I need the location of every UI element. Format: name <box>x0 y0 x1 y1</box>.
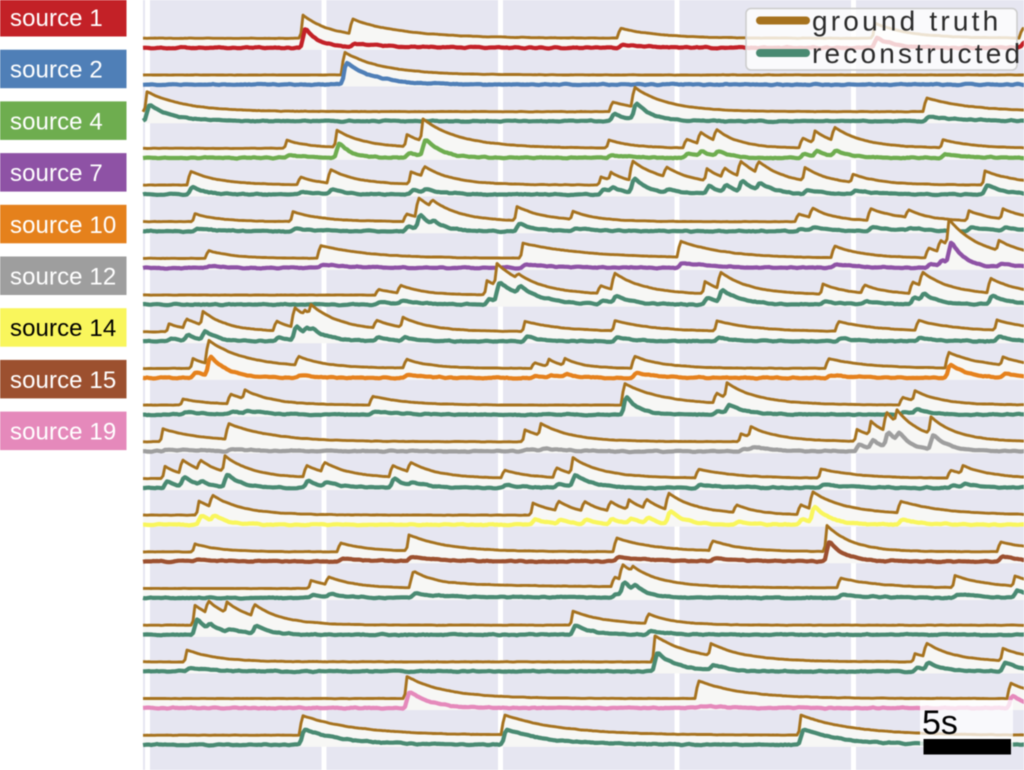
svg-text:source 1: source 1 <box>10 5 103 32</box>
svg-text:source 12: source 12 <box>10 264 116 291</box>
svg-text:ground truth: ground truth <box>812 6 1001 37</box>
svg-text:source 2: source 2 <box>10 57 103 84</box>
svg-text:source 14: source 14 <box>10 315 116 342</box>
svg-text:source 19: source 19 <box>10 419 116 446</box>
svg-text:source 15: source 15 <box>10 367 116 394</box>
svg-text:reconstructed: reconstructed <box>812 38 1023 69</box>
svg-text:source 10: source 10 <box>10 212 116 239</box>
svg-text:5s: 5s <box>922 704 958 742</box>
svg-text:source 4: source 4 <box>10 108 103 135</box>
svg-text:source 7: source 7 <box>10 160 103 187</box>
